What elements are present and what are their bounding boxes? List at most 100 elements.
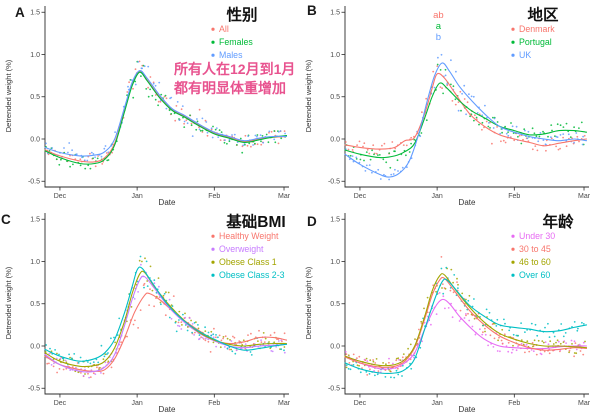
legend-marker-icon	[211, 53, 215, 57]
data-point	[484, 330, 486, 333]
data-point	[419, 135, 422, 138]
data-point	[511, 348, 514, 351]
data-point	[365, 151, 368, 154]
data-point	[580, 121, 583, 124]
data-point	[395, 357, 398, 360]
data-point	[508, 329, 511, 332]
data-point	[468, 294, 471, 297]
data-point	[164, 94, 167, 97]
data-point	[55, 357, 58, 360]
data-point	[230, 348, 233, 351]
data-point	[114, 131, 116, 134]
data-point	[552, 331, 555, 334]
data-point	[451, 316, 454, 319]
data-point	[405, 154, 407, 157]
x-tick-label: Mar	[578, 193, 591, 200]
data-point	[149, 76, 152, 78]
data-point	[86, 159, 89, 162]
data-point	[535, 135, 538, 138]
data-point	[461, 292, 464, 295]
data-point	[578, 127, 580, 129]
data-point	[401, 356, 404, 359]
data-point	[143, 65, 146, 68]
data-point	[170, 113, 173, 115]
data-point	[562, 133, 565, 136]
data-point	[520, 142, 523, 145]
data-point	[394, 147, 397, 150]
data-point	[454, 98, 457, 101]
data-point	[168, 316, 171, 319]
data-point	[544, 326, 546, 329]
data-point	[444, 74, 447, 77]
legend-item-label: Obese Class 2-3	[219, 270, 285, 280]
data-point	[164, 314, 167, 317]
data-point	[355, 158, 358, 160]
data-point	[458, 320, 461, 322]
legend-marker-icon	[211, 260, 215, 264]
data-point	[461, 92, 463, 95]
data-point	[215, 336, 217, 339]
data-point	[159, 100, 162, 103]
data-point	[97, 361, 100, 364]
data-point	[534, 145, 537, 148]
data-point	[101, 163, 104, 165]
data-point	[562, 136, 564, 139]
data-point	[77, 362, 80, 364]
axis-lines	[44, 213, 289, 395]
x-tick-label: Feb	[508, 400, 520, 407]
data-point	[463, 98, 466, 100]
data-point	[520, 339, 523, 341]
data-point	[550, 136, 552, 139]
data-point	[283, 351, 286, 354]
data-point	[444, 307, 446, 310]
data-point	[228, 140, 231, 143]
y-tick-label: 0.5	[330, 301, 340, 308]
data-point	[277, 340, 280, 342]
data-point	[565, 342, 567, 344]
y-tick-label: 0.0	[30, 343, 40, 350]
data-point	[405, 144, 408, 147]
data-point	[265, 133, 268, 136]
data-point	[193, 321, 196, 324]
data-point	[565, 122, 568, 125]
data-point	[215, 345, 218, 348]
data-point	[533, 339, 536, 342]
data-point	[543, 350, 546, 353]
data-point	[402, 144, 405, 147]
data-point	[250, 145, 252, 148]
data-point	[368, 164, 371, 167]
data-point	[362, 145, 364, 148]
data-point	[469, 115, 471, 118]
data-point	[144, 257, 146, 260]
data-point	[388, 361, 390, 364]
data-point	[58, 353, 60, 356]
data-point	[581, 143, 584, 146]
data-point	[55, 158, 58, 161]
data-point	[481, 333, 484, 336]
data-point	[180, 108, 183, 111]
data-point	[423, 307, 425, 310]
data-point	[496, 318, 499, 321]
data-point	[450, 59, 452, 62]
data-point	[487, 344, 489, 347]
data-point	[239, 137, 242, 140]
data-point	[165, 291, 167, 294]
data-point	[260, 341, 263, 344]
data-point	[391, 141, 394, 143]
data-point	[394, 150, 396, 153]
data-point	[190, 319, 193, 322]
data-point	[548, 352, 551, 355]
data-point	[147, 86, 150, 89]
data-point	[518, 134, 521, 137]
data-point	[283, 130, 286, 133]
data-point	[466, 101, 469, 104]
data-point	[146, 280, 149, 282]
data-point	[575, 132, 578, 134]
data-point	[536, 334, 539, 337]
data-point	[356, 364, 359, 367]
data-point	[439, 86, 442, 88]
data-point	[457, 287, 459, 289]
trend-line-females	[44, 71, 288, 165]
data-point	[190, 122, 193, 125]
y-tick-label: 0.0	[330, 136, 340, 143]
